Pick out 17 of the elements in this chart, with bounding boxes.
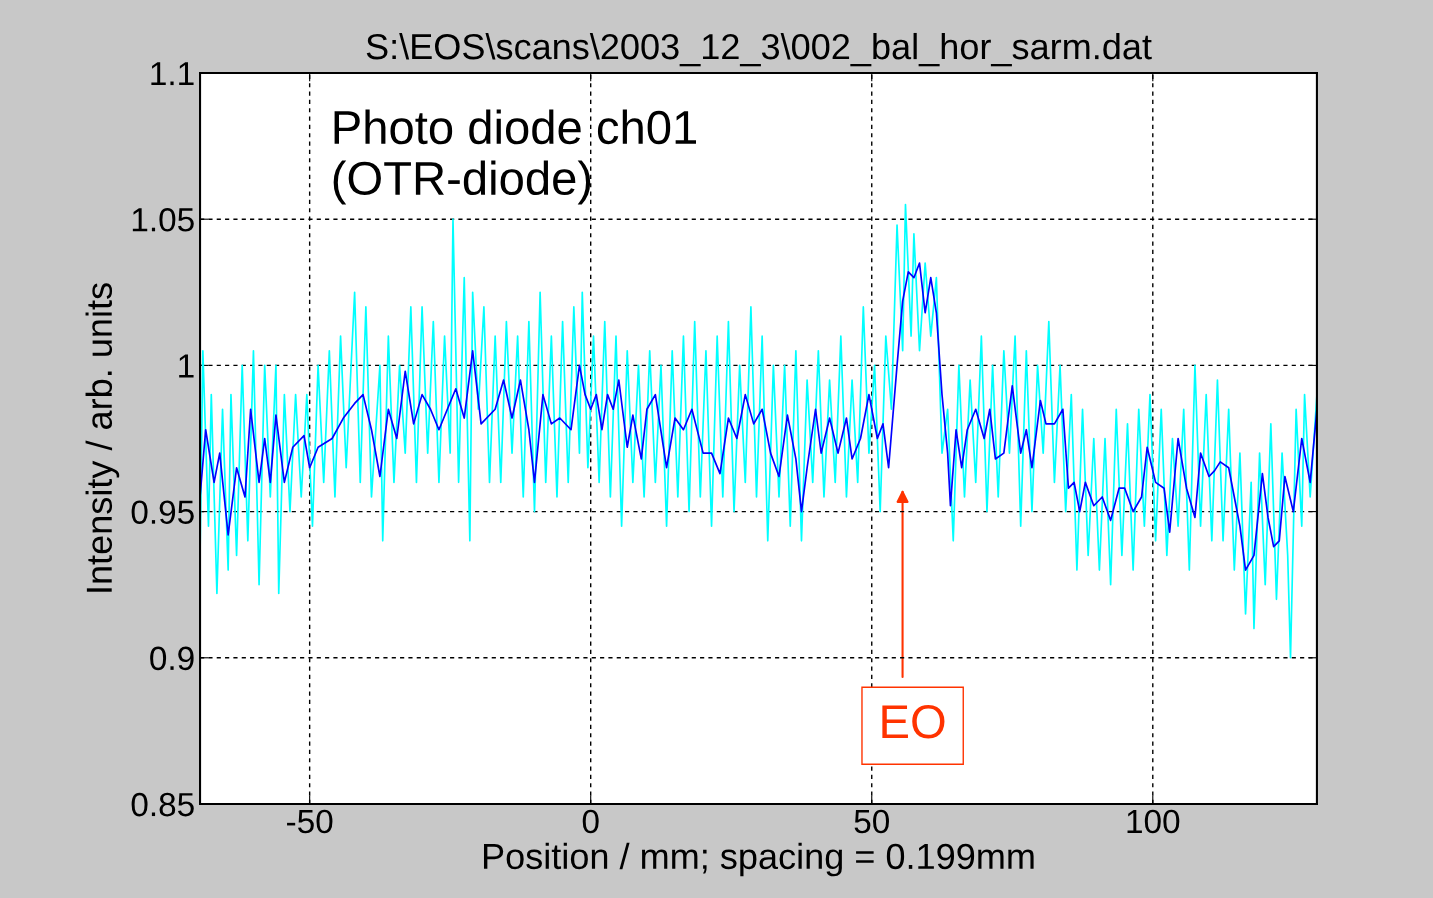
y-tick-label: 0.9: [150, 646, 194, 671]
annotation: EO: [882, 705, 945, 739]
x-tick-label: 50: [854, 809, 889, 834]
y-axis-title: Intensity / arb. units: [85, 283, 120, 592]
y-tick-label: 1.1: [151, 62, 194, 86]
line-series: [200, 203, 1317, 659]
y-tick-label: 0.95: [131, 500, 194, 524]
y-tick-label: 1: [179, 354, 194, 378]
chart-title: S:\EOS\scans\2003_12_3\002_bal_hor_sarm.dat: [366, 32, 1152, 67]
annotation: Photo diode ch01 (OTR-diode): [333, 109, 696, 205]
x-tick-label: 100: [1127, 809, 1180, 834]
x-tick-label: 0: [582, 809, 599, 834]
x-axis-title: Position / mm; spacing = 0.199mm: [483, 842, 1034, 877]
y-tick-label: 1.05: [132, 208, 194, 232]
line-series: [200, 262, 1317, 571]
y-tick-label: 0.85: [131, 792, 194, 817]
x-tick-label: -50: [287, 809, 333, 834]
